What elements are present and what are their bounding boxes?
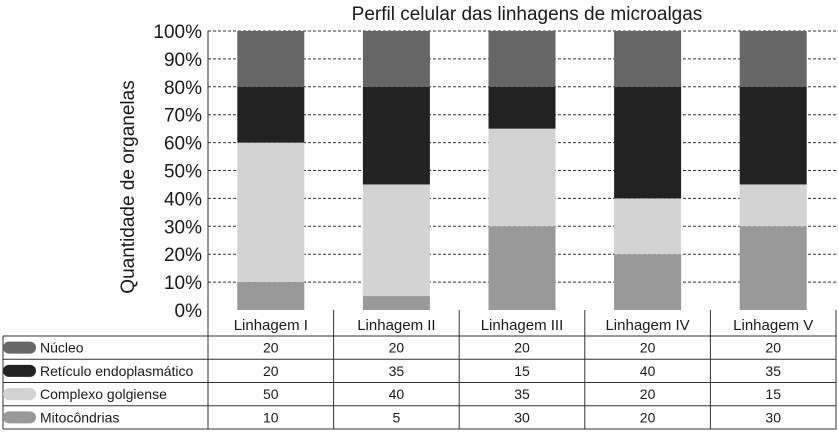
data-label: 15 (514, 363, 530, 379)
legend-swatch (3, 411, 36, 424)
bar-segment (739, 31, 807, 87)
bar-segment (488, 86, 556, 129)
bar-segment (362, 296, 430, 310)
bar-segment (488, 31, 556, 87)
data-label: 20 (640, 409, 656, 425)
y-tick-label: 30% (164, 217, 202, 238)
data-label: 30 (514, 409, 530, 425)
x-category-label: Linhagem III (481, 317, 564, 334)
y-tick-label: 60% (164, 134, 202, 155)
data-label: 35 (389, 363, 405, 379)
data-label: 20 (640, 340, 656, 356)
y-tick-label: 40% (164, 189, 202, 210)
legend-label: Complexo golgiense (40, 386, 167, 402)
y-tick-label: 20% (164, 245, 202, 266)
data-label: 30 (765, 409, 781, 425)
y-tick-label: 0% (175, 301, 203, 322)
bar-segment (237, 86, 305, 143)
data-label: 40 (389, 386, 405, 402)
legend-label: Mitocôndrias (40, 409, 119, 425)
bar-segment (488, 128, 556, 227)
data-label: 40 (640, 363, 656, 379)
bar-segment (237, 282, 305, 310)
y-tick-label: 70% (164, 106, 202, 127)
bar-segment (739, 184, 807, 227)
bar-segment (362, 31, 430, 87)
legend-label: Retículo endoplasmático (40, 363, 194, 379)
y-tick-label: 80% (164, 78, 202, 99)
bar-segment (614, 198, 682, 255)
x-category-label: Linhagem V (733, 317, 813, 334)
y-axis-label: Quantidade de organelas (118, 80, 139, 293)
y-tick-label: 90% (164, 50, 202, 71)
data-label: 20 (389, 340, 405, 356)
bar-segment (739, 86, 807, 185)
legend-swatch (3, 341, 36, 354)
legend-swatch (3, 364, 36, 377)
x-category-label: Linhagem I (234, 317, 308, 334)
data-label: 20 (263, 363, 279, 379)
data-label: 20 (514, 340, 530, 356)
bar-segment (739, 226, 807, 310)
bar-segment (237, 31, 305, 87)
data-label: 35 (765, 363, 781, 379)
data-label: 20 (263, 340, 279, 356)
bar-segment (237, 142, 305, 283)
bar-segment (614, 254, 682, 310)
x-category-label: Linhagem IV (605, 317, 689, 334)
legend-label: Núcleo (40, 340, 84, 356)
data-label: 20 (640, 386, 656, 402)
data-label: 15 (765, 386, 781, 402)
y-tick-label: 50% (164, 162, 202, 183)
bar-segment (614, 31, 682, 87)
legend-swatch (3, 388, 36, 401)
y-tick-labels: 0% 10% 20% 30% 40% 50% 60% 70% 80% 90% 100% (153, 22, 202, 322)
bars (237, 31, 807, 310)
chart-title: Perfil celular das linhagens de microalg… (352, 4, 703, 25)
y-tick-label: 100% (153, 22, 202, 43)
data-label: 10 (263, 409, 279, 425)
data-table: Linhagem I Linhagem II Linhagem III Linhage… (2, 31, 837, 430)
bar-segment (362, 184, 430, 297)
data-label: 35 (514, 386, 530, 402)
bar-segment (488, 226, 556, 310)
data-label: 50 (263, 386, 279, 402)
y-tick-label: 10% (164, 273, 202, 294)
x-category-label: Linhagem II (357, 317, 435, 334)
data-label: 5 (393, 409, 401, 425)
bar-segment (614, 86, 682, 199)
bar-segment (362, 86, 430, 185)
data-label: 20 (765, 340, 781, 356)
